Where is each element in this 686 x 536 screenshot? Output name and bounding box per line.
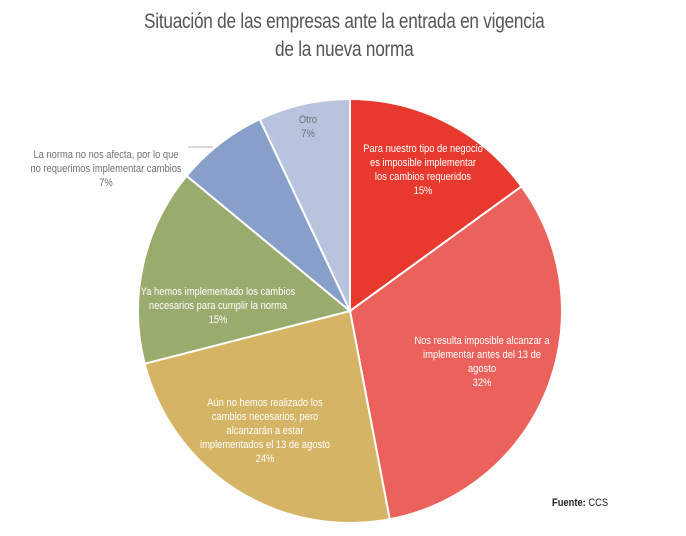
slice-value-label: 7% — [301, 128, 315, 140]
chart-title: Situación de las empresas ante la entrad… — [63, 8, 626, 64]
slice-label-2: Aún no hemos realizado los cambios necesa… — [200, 396, 330, 466]
pie-slice-1 — [348, 184, 563, 521]
slice-value-label: 7% — [99, 177, 113, 189]
slice-value-label: 15% — [413, 185, 433, 197]
slice-label-text: Nos resulta imposible alcanzar a — [414, 335, 550, 347]
slice-label-text: necesarios para cumplir la norma — [148, 300, 288, 312]
slice-label-0: Para nuestro tipo de negocio es imposible… — [363, 142, 483, 198]
pie-slice-5 — [258, 97, 351, 312]
pie-slice-3 — [137, 174, 353, 365]
slice-label-text: es imposible implementar — [369, 157, 477, 169]
slice-label-text: implementados el 13 de agosto — [200, 439, 330, 451]
slice-label-text: Ya hemos implementado los cambios — [140, 286, 296, 298]
slice-label-text: los cambios requeridos — [374, 171, 472, 183]
slice-label-text: implementar antes del 13 de — [423, 349, 541, 361]
slice-label-text: cambios necesarios, pero — [211, 411, 319, 423]
slice-label-4: La norma no nos afecta, por lo que no req… — [30, 148, 181, 190]
slice-label-text: Otro — [298, 114, 318, 126]
pie-slice-0 — [349, 97, 523, 313]
slice-label-1: Nos resulta imposible alcanzar a implemen… — [414, 334, 549, 390]
slice-label-3: Ya hemos implementado los cambios necesar… — [141, 285, 296, 327]
slice-value-label: 15% — [208, 314, 228, 326]
slice-label-text: Para nuestro tipo de negocio — [363, 143, 483, 155]
chart-title-line-2: de la nueva norma — [275, 38, 414, 61]
slice-label-5: Otro 7% — [299, 113, 317, 141]
slice-label-text: agosto — [467, 363, 497, 375]
slice-value-label: 24% — [255, 453, 275, 465]
slice-label-text: no requerimos implementar cambios — [30, 163, 182, 175]
source-note: Fuente: CCS — [552, 497, 608, 509]
slice-value-label: 32% — [472, 377, 492, 389]
chart-title-line-1: Situación de las empresas ante la entrad… — [144, 10, 545, 33]
slice-label-text: Aún no hemos realizado los — [207, 397, 323, 409]
source-value: CCS — [588, 497, 609, 509]
source-label: Fuente: — [552, 497, 586, 509]
pie-slice-2 — [143, 309, 391, 524]
slice-label-text: La norma no nos afecta, por lo que — [33, 149, 179, 161]
slice-label-text: alcanzarán a estar — [226, 425, 304, 437]
